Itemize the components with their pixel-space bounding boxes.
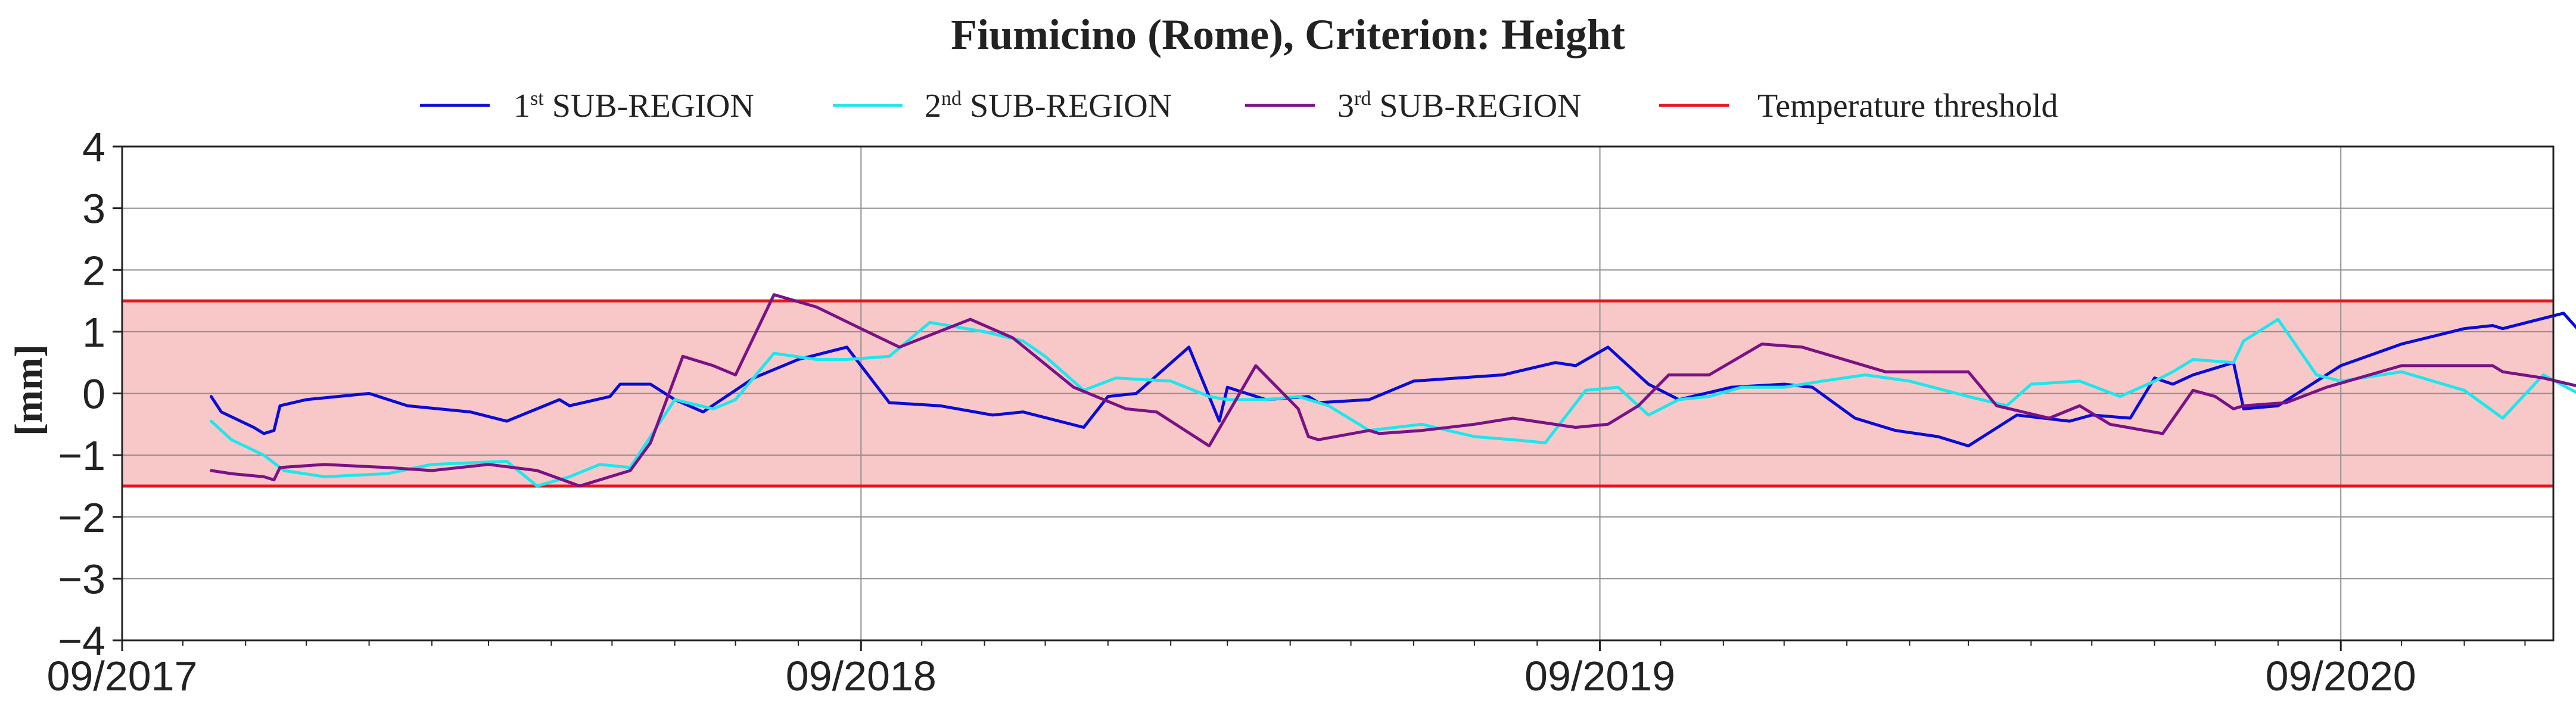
legend-label-sup-series-1: st bbox=[530, 88, 544, 110]
legend-label-sup-series-2: nd bbox=[941, 88, 962, 110]
legend-label-rest-series-2: SUB-REGION bbox=[962, 88, 1172, 124]
series-layer bbox=[210, 293, 2576, 488]
axis-ticks: 4 3 2 1 0 −1 −2 −3 −409/2017 09/2018 09/2019 09/202… bbox=[46, 124, 2526, 699]
legend-item-series-1: 1st SUB-REGION bbox=[420, 88, 754, 124]
y-tick-label-5: −1 bbox=[58, 432, 105, 479]
y-tick-label-0: 4 bbox=[82, 124, 105, 170]
y-tick-label-6: −2 bbox=[58, 494, 105, 541]
chart-title: Fiumicino (Rome), Criterion: Height bbox=[951, 11, 1625, 58]
legend-label-series-3: 3rd SUB-REGION bbox=[1337, 88, 1581, 124]
series-line-1 bbox=[210, 312, 2576, 448]
x-tick-label-1: 09/2018 bbox=[786, 653, 937, 699]
y-tick-label-3: 1 bbox=[82, 309, 105, 356]
legend-label-base-series-1: 1 bbox=[514, 88, 530, 124]
plot-frame bbox=[121, 145, 2555, 642]
legend-label-base-series-2: 2 bbox=[925, 88, 941, 124]
y-tick-label-4: 0 bbox=[82, 371, 105, 418]
legend-label-series-2: 2nd SUB-REGION bbox=[925, 88, 1172, 124]
legend-label-series-1: 1st SUB-REGION bbox=[514, 88, 754, 124]
legend-item-series-2: 2nd SUB-REGION bbox=[833, 88, 1172, 124]
legend-item-series-3: 3rd SUB-REGION bbox=[1245, 88, 1581, 124]
y-tick-label-8: −4 bbox=[58, 618, 105, 664]
series-line-2 bbox=[210, 317, 2576, 488]
grid bbox=[122, 146, 2553, 641]
x-tick-label-0: 09/2017 bbox=[46, 653, 197, 699]
legend-label-rest-series-1: SUB-REGION bbox=[544, 88, 754, 124]
legend-label-base-series-3: 3 bbox=[1337, 88, 1354, 124]
legend-label-rest-series-3: SUB-REGION bbox=[1371, 88, 1581, 124]
legend-item-threshold: Temperature threshold bbox=[1659, 88, 2058, 124]
series-line-3 bbox=[210, 293, 2576, 488]
legend-label-sup-series-3: rd bbox=[1354, 88, 1371, 110]
y-axis-label: [mm] bbox=[7, 344, 51, 436]
y-tick-label-7: −3 bbox=[58, 556, 105, 602]
legend-label-threshold: Temperature threshold bbox=[1757, 88, 2058, 124]
x-tick-label-2: 09/2019 bbox=[1525, 653, 1675, 699]
y-tick-label-1: 3 bbox=[82, 186, 105, 232]
legend: 1st SUB-REGION 2nd SUB-REGION 3rd SUB-RE… bbox=[420, 88, 2058, 124]
y-tick-label-2: 2 bbox=[82, 247, 105, 294]
x-tick-label-3: 09/2020 bbox=[2266, 653, 2416, 699]
